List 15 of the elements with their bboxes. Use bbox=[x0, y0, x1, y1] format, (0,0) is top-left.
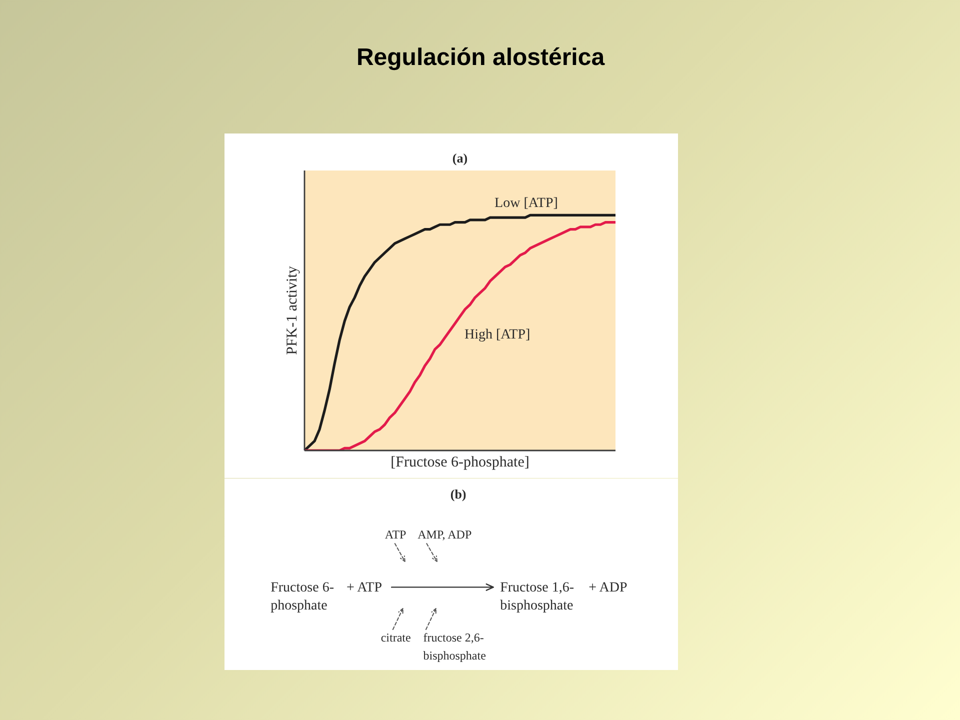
text: + ATP bbox=[346, 580, 382, 596]
text: ATP bbox=[384, 528, 407, 542]
text: fructose 2,6- bisphosphate bbox=[423, 630, 486, 663]
series-label: Low [ATP] bbox=[494, 196, 558, 211]
y-axis-title: PFK-1 activity bbox=[284, 266, 300, 355]
text: + ADP bbox=[588, 580, 628, 596]
text: (b) bbox=[450, 486, 466, 502]
text: AMP, ADP bbox=[418, 528, 472, 542]
chart-subtitle: (a) bbox=[452, 150, 468, 166]
text: Fructose 6- phosphate bbox=[270, 580, 334, 614]
series-label: High [ATP] bbox=[464, 328, 530, 343]
text: Fructose 1,6- bisphosphate bbox=[500, 580, 574, 614]
x-axis-title: [Fructose 6-phosphate] bbox=[390, 454, 530, 470]
text: citrate bbox=[380, 630, 411, 644]
chart-title: Regulación alostérica bbox=[356, 44, 606, 71]
